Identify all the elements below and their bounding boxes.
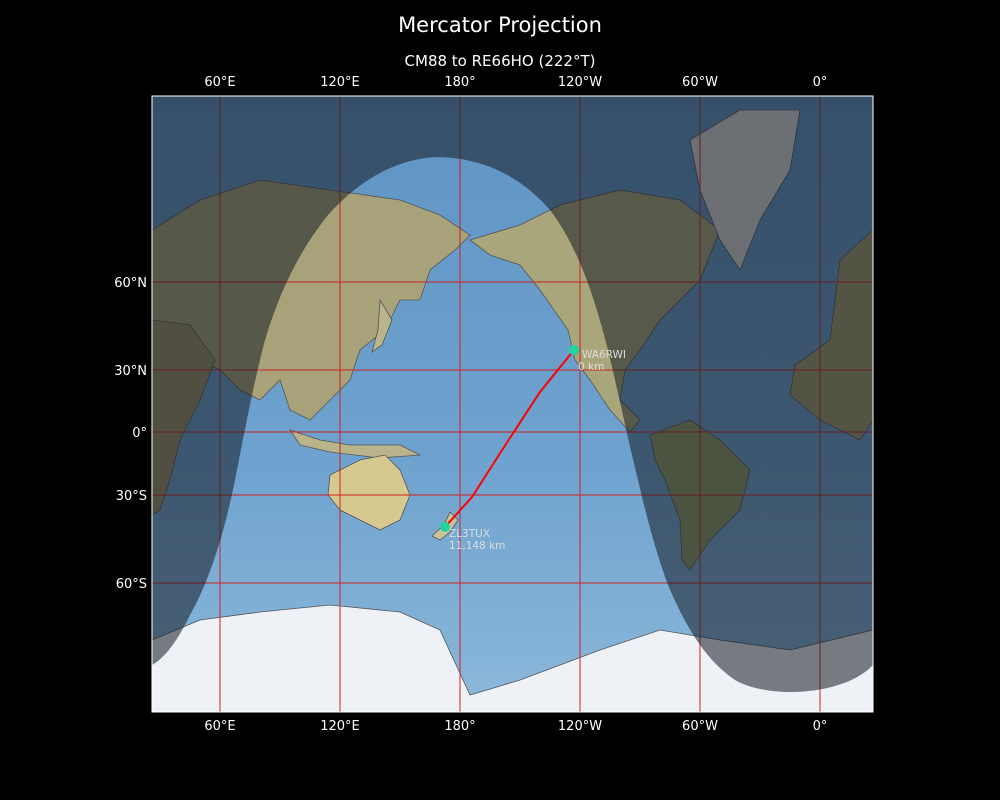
- bottom-lon-ticks: 60°E 120°E 180° 120°W 60°W 0°: [204, 719, 827, 734]
- tick-bottom-60e: 60°E: [204, 719, 235, 734]
- tick-0: 0°: [132, 426, 147, 441]
- tick-top-0: 0°: [813, 75, 828, 90]
- tick-top-180: 180°: [444, 75, 475, 90]
- land-japan: [371, 298, 393, 353]
- tick-top-60e: 60°E: [204, 75, 235, 90]
- station-marker-destination[interactable]: [440, 522, 450, 532]
- great-circle-path: [444, 349, 575, 528]
- tick-30s: 30°S: [116, 489, 147, 504]
- land-indonesia: [289, 429, 422, 459]
- night-overlay: [152, 96, 873, 692]
- tick-top-120w: 120°W: [558, 75, 602, 90]
- destination-distance-label: 11,148 km: [449, 540, 505, 552]
- lat-ticks: 60°N 30°N 0° 30°S 60°S: [114, 276, 147, 592]
- origin-distance-label: 0 km: [578, 361, 604, 373]
- tick-top-60w: 60°W: [682, 75, 718, 90]
- tick-bottom-180: 180°: [444, 719, 475, 734]
- figure-title: Mercator Projection: [398, 13, 602, 37]
- station-marker-origin[interactable]: [569, 345, 579, 355]
- map-frame: [151, 95, 874, 713]
- tick-bottom-60w: 60°W: [682, 719, 718, 734]
- tick-bottom-120e: 120°E: [320, 719, 360, 734]
- figure-subtitle: CM88 to RE66HO (222°T): [404, 52, 596, 70]
- destination-call-label: ZL3TUX: [449, 528, 490, 540]
- tick-bottom-0: 0°: [813, 719, 828, 734]
- land-antarctica: [152, 604, 873, 712]
- tick-30n: 30°N: [114, 364, 147, 379]
- land-australia: [327, 454, 411, 531]
- tick-60n: 60°N: [114, 276, 147, 291]
- tick-bottom-120w: 120°W: [558, 719, 602, 734]
- map-area: WA6RWI 0 km ZL3TUX 11,148 km: [152, 96, 873, 712]
- top-lon-ticks: 60°E 120°E 180° 120°W 60°W 0°: [204, 75, 827, 90]
- tick-top-120e: 120°E: [320, 75, 360, 90]
- origin-call-label: WA6RWI: [582, 349, 626, 361]
- tick-60s: 60°S: [116, 577, 147, 592]
